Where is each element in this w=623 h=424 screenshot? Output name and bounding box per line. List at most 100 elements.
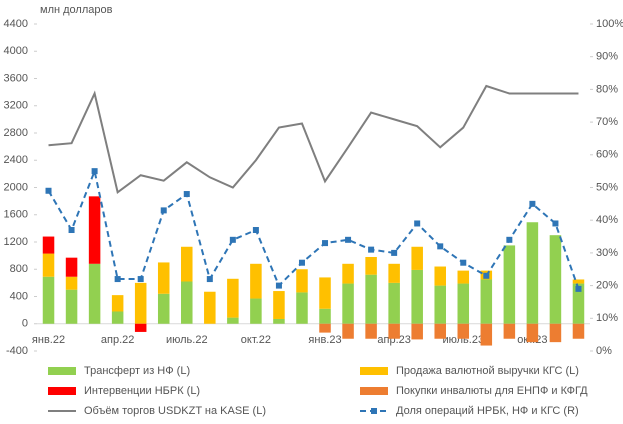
line-marker [229, 236, 236, 243]
x-tick-label: июль.23 [442, 334, 484, 346]
bar [42, 236, 55, 254]
line-marker [183, 191, 190, 198]
legend-swatch [360, 367, 388, 375]
y-tick-label: 4400 [4, 18, 28, 30]
bar [434, 285, 446, 324]
bar [227, 317, 239, 324]
line-marker [368, 246, 375, 253]
bar [273, 291, 285, 319]
bar [572, 323, 585, 339]
legend-label: Покупки инвалюты для ЕНПФ и КФГД [396, 385, 588, 397]
y-tick-label: -400 [6, 345, 28, 357]
bar [204, 291, 216, 324]
bar [365, 274, 377, 324]
bar [88, 196, 101, 264]
legend-swatch [48, 387, 76, 395]
y2-tick-label: 10% [596, 312, 618, 324]
bar [365, 256, 377, 275]
line-marker [391, 249, 398, 256]
y2-tick-label: 100% [596, 18, 623, 30]
y-tick-label: 1200 [4, 236, 28, 248]
line-marker [206, 276, 213, 283]
line-marker [529, 200, 536, 207]
y2-tick-label: 50% [596, 181, 618, 193]
y-tick-label: 3200 [4, 100, 28, 112]
line-marker [460, 259, 467, 266]
bar [181, 246, 193, 282]
bar [42, 276, 55, 324]
y2-tick-label: 70% [596, 116, 618, 128]
y-tick-label: 2000 [4, 181, 28, 193]
legend-label: Доля операций НРБК, НФ и КГС (R) [396, 405, 579, 417]
line-marker [575, 285, 582, 292]
x-tick-label: окт.22 [241, 334, 271, 346]
bar [526, 323, 539, 343]
bar [503, 245, 516, 324]
y2-tick-label: 0% [596, 345, 612, 357]
legend-label: Объём торгов USDKZT на KASE (L) [84, 405, 266, 417]
line-marker [137, 276, 144, 283]
bar [65, 289, 78, 324]
line [48, 84, 579, 194]
y-tick-label: 2400 [4, 154, 28, 166]
y2-tick-label: 40% [596, 214, 618, 226]
bar [319, 277, 331, 309]
line-marker [45, 187, 52, 194]
line-marker [437, 243, 444, 250]
line-marker [275, 282, 282, 289]
y-tick-label: 1600 [4, 209, 28, 221]
bar [549, 323, 562, 343]
y2-tick-label: 80% [596, 83, 618, 95]
bar [480, 279, 493, 324]
bar [342, 283, 354, 324]
line [47, 167, 580, 290]
y2-tick-label: 90% [596, 51, 618, 63]
bar [111, 295, 124, 312]
bar [457, 270, 470, 284]
legend-marker [371, 408, 377, 414]
line-marker [483, 272, 490, 279]
x-tick-label: апр.23 [377, 334, 410, 346]
x-tick-label: янв.23 [308, 334, 341, 346]
line-marker [552, 220, 559, 227]
bar [503, 323, 516, 339]
legend-label: Трансферт из НФ (L) [84, 365, 190, 377]
y-tick-label: 3600 [4, 72, 28, 84]
x-tick-label: июль.22 [166, 334, 208, 346]
line-marker [322, 240, 329, 247]
bar [388, 323, 400, 339]
bar [342, 263, 354, 284]
y2-tick-label: 30% [596, 247, 618, 259]
x-tick-label: апр.22 [101, 334, 134, 346]
bar [457, 323, 470, 339]
bar [365, 323, 377, 339]
y-tick-label: 2800 [4, 127, 28, 139]
bar [549, 235, 562, 324]
bar [388, 263, 400, 283]
bar [388, 282, 400, 324]
bar [250, 263, 262, 299]
bar [572, 279, 585, 284]
bar [296, 292, 308, 324]
legend-label: Интервенции НБРК (L) [84, 385, 200, 397]
y2-tick-label: 60% [596, 149, 618, 161]
x-tick-label: янв.22 [32, 334, 65, 346]
bar [42, 253, 55, 277]
y-tick-label: 0 [22, 318, 28, 330]
bar [273, 318, 285, 324]
line-marker [91, 168, 98, 175]
bar [88, 263, 101, 324]
bar [296, 269, 308, 293]
line-marker [160, 207, 167, 214]
bar [65, 276, 78, 290]
bar [411, 269, 423, 324]
bar [434, 323, 446, 339]
bar [319, 308, 331, 324]
line-marker [414, 220, 421, 227]
line-marker [298, 259, 305, 266]
line-marker [345, 236, 352, 243]
bar [411, 246, 423, 270]
line-marker [252, 227, 259, 234]
bar [342, 323, 354, 339]
